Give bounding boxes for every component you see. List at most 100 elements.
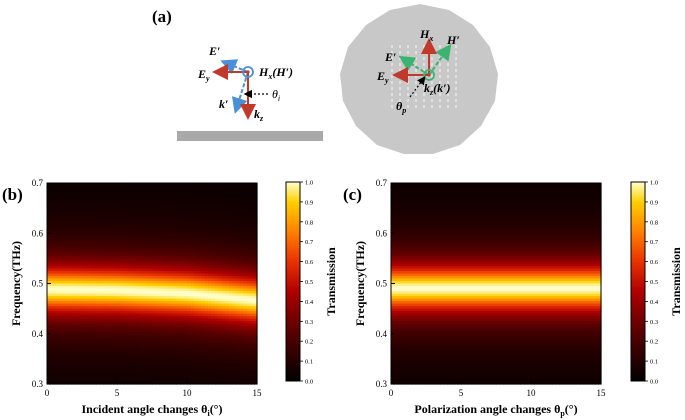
heatmap-cell xyxy=(394,235,399,239)
heatmap-cell xyxy=(194,301,199,305)
heatmap-cell xyxy=(222,223,227,227)
heatmap-cell xyxy=(78,225,83,229)
heatmap-cell xyxy=(159,363,164,368)
heatmap-cell xyxy=(134,288,139,292)
heatmap-cell xyxy=(124,363,129,368)
heatmap-cell xyxy=(82,356,87,360)
heatmap-cell xyxy=(236,361,241,365)
heatmap-cell xyxy=(190,223,195,227)
heatmap-cell xyxy=(78,265,83,270)
heatmap-cell xyxy=(218,301,223,305)
heatmap-cell xyxy=(96,318,101,322)
heatmap-cell xyxy=(229,193,234,197)
heatmap-cell xyxy=(141,361,146,365)
heatmap-cell xyxy=(110,323,115,327)
heatmap-cell xyxy=(166,301,171,305)
heatmap-cell xyxy=(106,268,111,272)
heatmap-cell xyxy=(208,260,213,264)
heatmap-cell xyxy=(180,311,185,315)
heatmap-cell xyxy=(54,188,59,192)
heatmap-cell xyxy=(99,275,104,280)
heatmap-cell xyxy=(127,378,132,383)
heatmap-cell xyxy=(78,381,83,385)
heatmap-cell xyxy=(201,185,206,189)
heatmap-cell xyxy=(253,218,258,222)
heatmap-cell xyxy=(236,243,241,247)
heatmap-cell xyxy=(169,235,174,239)
heatmap-cell xyxy=(246,373,251,378)
heatmap-cell xyxy=(162,301,167,305)
heatmap-cell xyxy=(155,298,160,302)
heatmap-cell xyxy=(190,188,195,192)
heatmap-cell xyxy=(243,230,248,234)
heatmap-cell xyxy=(68,306,73,310)
heatmap-cell xyxy=(78,343,83,347)
heatmap-cell xyxy=(239,303,244,307)
heatmap-cell xyxy=(159,218,164,222)
heatmap-cell xyxy=(246,283,251,287)
heatmap-cell xyxy=(229,188,234,192)
heatmap-cell xyxy=(89,361,94,365)
heatmap-cell xyxy=(110,301,115,305)
heatmap-cell xyxy=(110,326,115,330)
heatmap-cell xyxy=(194,351,199,355)
heatmap-cell xyxy=(106,366,111,370)
heatmap-cell xyxy=(225,255,230,259)
heatmap-cell xyxy=(61,228,66,232)
heatmap-cell xyxy=(225,188,230,192)
heatmap-cell xyxy=(232,253,237,257)
heatmap-cell xyxy=(47,225,52,229)
heatmap-cell xyxy=(124,298,129,302)
heatmap-cell xyxy=(148,275,153,280)
heatmap-cell xyxy=(204,303,209,307)
heatmap-cell xyxy=(232,193,237,197)
heatmap-cell xyxy=(169,198,174,202)
heatmap-cell xyxy=(106,240,111,244)
heatmap-cell xyxy=(78,346,83,350)
heatmap-cell xyxy=(148,381,153,385)
heatmap-cell xyxy=(204,248,209,252)
heatmap-cell xyxy=(236,198,241,202)
heatmap-cell xyxy=(162,275,167,280)
heatmap-cell xyxy=(243,368,248,373)
heatmap-cell xyxy=(180,358,185,362)
heatmap-cell xyxy=(120,338,125,342)
heatmap-cell xyxy=(204,230,209,234)
heatmap-cell xyxy=(138,358,143,362)
heatmap-cell xyxy=(64,358,69,362)
heatmap-cell xyxy=(218,363,223,368)
heatmap-cell xyxy=(92,368,97,373)
heatmap-cell xyxy=(134,278,139,282)
heatmap-cell xyxy=(232,270,237,275)
heatmap-cell xyxy=(391,308,396,312)
heatmap-cell xyxy=(162,373,167,378)
heatmap-cell xyxy=(194,273,199,277)
heatmap-cell xyxy=(180,341,185,345)
heatmap-cell xyxy=(57,208,62,212)
heatmap-cell xyxy=(145,183,150,187)
heatmap-cell xyxy=(145,366,150,370)
heatmap-cell xyxy=(222,298,227,302)
heatmap-cell xyxy=(197,306,202,310)
heatmap-cell xyxy=(211,283,216,287)
heatmap-cell xyxy=(215,223,220,227)
heatmap-cell xyxy=(138,346,143,350)
heatmap-cell xyxy=(391,363,396,368)
heatmap-cell xyxy=(190,210,195,214)
heatmap-cell xyxy=(201,293,206,297)
heatmap-cell xyxy=(225,331,230,335)
heatmap-cell xyxy=(85,253,90,257)
heatmap-cell xyxy=(232,203,237,207)
heatmap-cell xyxy=(243,185,248,189)
heatmap-cell xyxy=(50,218,55,222)
heatmap-cell xyxy=(222,275,227,280)
heatmap-cell xyxy=(162,248,167,252)
y-tick-label: 0.5 xyxy=(32,279,44,289)
heatmap-cell xyxy=(82,245,87,249)
heatmap-cell xyxy=(155,193,160,197)
heatmap-cell xyxy=(394,253,399,257)
heatmap-cell xyxy=(89,353,94,357)
heatmap-cell xyxy=(75,308,80,312)
heatmap-cell xyxy=(152,308,157,312)
heatmap-cell xyxy=(127,248,132,252)
